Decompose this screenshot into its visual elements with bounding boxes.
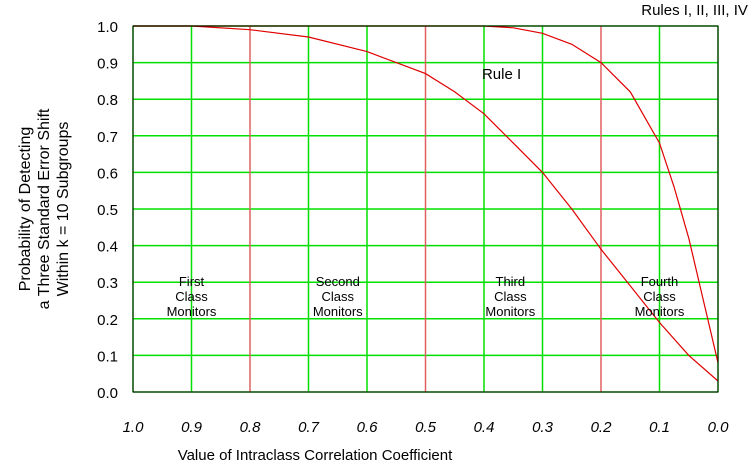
y-tick-label: 0.3 — [97, 275, 118, 292]
grid — [132, 25, 719, 393]
x-tick-label: 0.8 — [240, 419, 262, 436]
y-tick-label: 0.8 — [97, 92, 118, 109]
label-second-class: Second Class Monitors — [313, 274, 363, 319]
x-tick-label: 0.9 — [181, 419, 203, 436]
y-axis-label: Probability of Detecting a Three Standard… — [17, 108, 72, 309]
y-tick-labels: 0.0 0.1 0.2 0.3 0.4 0.5 0.6 0.7 0.8 0.9 1.0 — [97, 19, 118, 402]
y-tick-label: 0.9 — [97, 56, 118, 73]
x-tick-label: 0.2 — [591, 419, 613, 436]
x-tick-label: 0.4 — [474, 419, 495, 436]
y-tick-label: 0.1 — [97, 348, 118, 365]
y-tick-label: 0.7 — [97, 129, 118, 146]
series-line-1 — [133, 25, 719, 382]
label-rule-i: Rule I — [482, 66, 521, 83]
label-rules-all: Rules I, II, III, IV — [641, 2, 748, 19]
label-fourth-class: Fourth Class Monitors — [635, 274, 685, 319]
y-tick-label: 0.5 — [97, 202, 118, 219]
y-tick-label: 0.0 — [97, 385, 118, 402]
x-tick-label: 0.0 — [708, 419, 730, 436]
x-tick-label: 0.5 — [415, 419, 437, 436]
y-axis-label-text: Probability of Detecting a Three Standard… — [17, 108, 72, 309]
annotations: Rule I Rules I, II, III, IV First Class Moni… — [167, 2, 748, 319]
label-third-class: Third Class Monitors — [485, 274, 535, 319]
x-tick-label: 0.6 — [357, 419, 379, 436]
x-tick-labels: 1.0 0.9 0.8 0.7 0.6 0.5 0.4 0.3 0.2 0.1 0.0 — [123, 419, 730, 436]
y-tick-label: 1.0 — [97, 19, 118, 36]
x-tick-label: 1.0 — [123, 419, 145, 436]
x-tick-label: 0.3 — [532, 419, 554, 436]
y-tick-label: 0.4 — [97, 239, 118, 256]
x-axis-label: Value of Intraclass Correlation Coeffici… — [178, 447, 453, 464]
x-tick-label: 0.7 — [298, 419, 320, 436]
y-tick-label: 0.2 — [97, 312, 118, 329]
y-tick-label: 0.6 — [97, 165, 118, 182]
plot-frame — [132, 25, 719, 393]
x-tick-label: 0.1 — [649, 419, 670, 436]
label-first-class: First Class Monitors — [167, 274, 217, 319]
